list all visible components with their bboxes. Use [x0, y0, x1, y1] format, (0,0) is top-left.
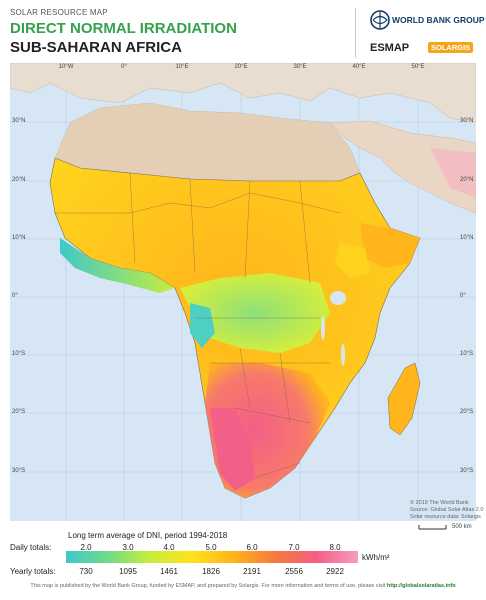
latitude-label: 0° — [12, 293, 18, 299]
yearly-value: 1826 — [202, 567, 220, 576]
west-africa-coast — [60, 238, 175, 293]
latitude-label: 10°S — [460, 351, 474, 357]
longitude-label: 30°E — [293, 64, 307, 70]
lake-tanganyika — [321, 316, 325, 340]
scale-bar — [418, 525, 447, 530]
map-credits: © 2019 The World Bank Source: Global Sol… — [410, 500, 483, 521]
map-supertitle: SOLAR RESOURCE MAP — [10, 8, 108, 17]
horn-of-africa — [360, 223, 420, 268]
longitude-label: 0° — [121, 64, 127, 70]
latitude-label: 20°N — [460, 177, 474, 183]
longitude-label: 10°E — [175, 64, 189, 70]
daily-value: 6.0 — [246, 543, 258, 552]
legend-unit: kWh/m² — [362, 553, 390, 562]
yearly-value: 1461 — [160, 567, 178, 576]
middle-east-land — [329, 120, 476, 214]
daily-value: 3.0 — [122, 543, 134, 552]
longitude-label: 40°E — [352, 64, 366, 70]
daily-value: 4.0 — [163, 543, 175, 552]
footer-note: This map is published by the World Bank … — [0, 583, 486, 589]
esmap-logo: ESMAP — [370, 42, 410, 54]
lake-victoria — [330, 291, 346, 305]
legend-title: Long term average of DNI, period 1994-20… — [68, 531, 228, 540]
yearly-value: 2556 — [285, 567, 303, 576]
yearly-value: 1095 — [119, 567, 137, 576]
lake-malawi — [341, 344, 345, 366]
credit-line: © 2019 The World Bank — [410, 500, 469, 506]
latitude-label: 10°S — [12, 351, 26, 357]
latitude-label: 0° — [460, 293, 466, 299]
solargis-logo: SOLARGIS — [428, 42, 474, 53]
daily-totals-label: Daily totals: — [10, 543, 52, 552]
ethiopia-highlands — [335, 243, 370, 278]
madagascar — [387, 362, 421, 436]
congo-basin — [180, 273, 330, 353]
daily-value: 7.0 — [288, 543, 300, 552]
daily-value: 2.0 — [80, 543, 92, 552]
latitude-label: 20°S — [12, 409, 26, 415]
namibia-pink — [210, 408, 255, 491]
map-title: DIRECT NORMAL IRRADIATION — [10, 20, 237, 37]
longitude-label: 50°E — [411, 64, 425, 70]
latitude-label: 10°N — [12, 235, 26, 241]
yearly-totals-label: Yearly totals: — [10, 567, 56, 576]
latitude-label: 30°S — [12, 468, 26, 474]
latitude-label: 20°S — [460, 409, 474, 415]
header-divider — [355, 8, 356, 58]
scale-label: 500 km — [452, 524, 472, 530]
yearly-value: 2922 — [326, 567, 344, 576]
latitude-label: 30°N — [12, 118, 26, 124]
europe-land — [10, 63, 476, 124]
map-subtitle: SUB-SAHARAN AFRICA — [10, 39, 182, 56]
daily-value: 5.0 — [205, 543, 217, 552]
yearly-value: 2191 — [243, 567, 261, 576]
legend-color-bar — [66, 551, 358, 563]
world-bank-logo: WORLD BANK GROUP — [392, 15, 485, 25]
credit-line: Solar resource data: Solargis — [410, 514, 481, 520]
credit-line: Source: Global Solar Atlas 2.0 — [410, 507, 484, 513]
arabia-pink — [430, 148, 476, 198]
latitude-label: 30°S — [460, 468, 474, 474]
daily-value: 8.0 — [329, 543, 341, 552]
longitude-label: 20°E — [234, 64, 248, 70]
country-borders — [55, 172, 341, 479]
world-bank-globe-icon — [370, 10, 390, 30]
latitude-label: 30°N — [460, 118, 474, 124]
latitude-label: 10°N — [460, 235, 474, 241]
gabon-cyan — [190, 303, 215, 348]
footer-text: This map is published by the World Bank … — [30, 583, 386, 589]
yearly-value: 730 — [79, 567, 93, 576]
footer-link[interactable]: http://globalsolaratlas.info — [386, 583, 456, 589]
latitude-label: 20°N — [12, 177, 26, 183]
dni-map — [10, 63, 476, 521]
longitude-label: 10°W — [58, 64, 74, 70]
